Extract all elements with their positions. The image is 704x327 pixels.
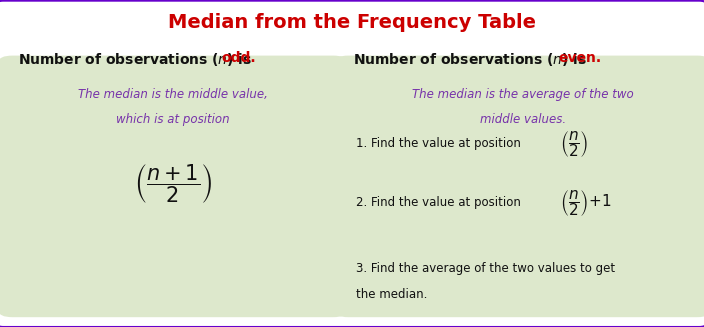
Text: middle values.: middle values.	[479, 113, 566, 126]
Text: $\left(\dfrac{n}{2}\right)$: $\left(\dfrac{n}{2}\right)$	[560, 129, 588, 159]
Text: The median is the middle value,: The median is the middle value,	[78, 88, 268, 101]
Text: The median is the average of the two: The median is the average of the two	[412, 88, 634, 101]
Text: odd.: odd.	[222, 51, 256, 65]
Text: even.: even.	[558, 51, 601, 65]
Text: Number of observations ($\mathit{n}$) is: Number of observations ($\mathit{n}$) is	[18, 51, 253, 68]
Text: Median from the Frequency Table: Median from the Frequency Table	[168, 13, 536, 32]
Text: $\left(\dfrac{n}{2}\right)\!+\!1$: $\left(\dfrac{n}{2}\right)\!+\!1$	[560, 188, 612, 218]
FancyBboxPatch shape	[334, 56, 704, 317]
FancyBboxPatch shape	[0, 56, 347, 317]
Text: $\left(\dfrac{n+1}{2}\right)$: $\left(\dfrac{n+1}{2}\right)$	[134, 162, 212, 205]
Text: the median.: the median.	[356, 288, 427, 301]
Text: which is at position: which is at position	[116, 113, 230, 126]
Text: 2. Find the value at position: 2. Find the value at position	[356, 196, 524, 209]
Text: Number of observations ($\mathit{n}$) is: Number of observations ($\mathit{n}$) is	[353, 51, 589, 68]
Text: 1. Find the value at position: 1. Find the value at position	[356, 137, 524, 150]
Text: 3. Find the average of the two values to get: 3. Find the average of the two values to…	[356, 262, 615, 275]
